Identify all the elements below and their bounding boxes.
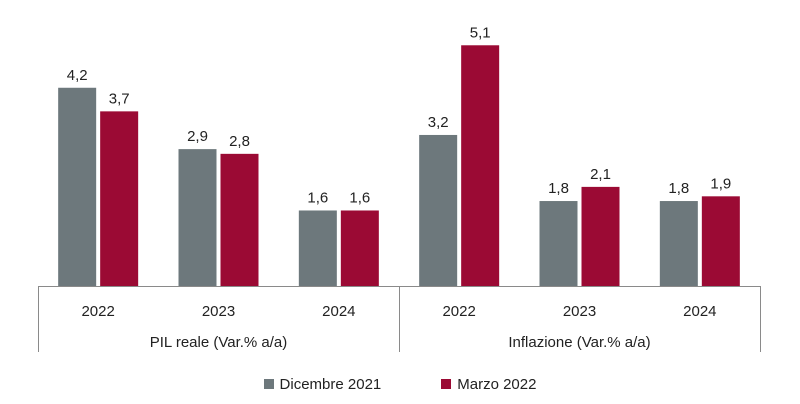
data-label: 2,9 (187, 128, 208, 145)
legend-item-marzo-2022: Marzo 2022 (441, 376, 536, 393)
bars-layer (58, 45, 740, 286)
data-label: 1,6 (349, 189, 370, 206)
bar-dicembre-2021-inflazione-2022 (419, 134, 458, 286)
legend-item-dicembre-2021: Dicembre 2021 (263, 375, 382, 393)
data-label: 1,8 (668, 180, 689, 197)
bar-marzo-2022-inflazione-2024 (701, 196, 740, 286)
bar-dicembre-2021-inflazione-2023 (539, 201, 578, 286)
data-label: 2,8 (229, 133, 250, 150)
bar-marzo-2022-inflazione-2022 (461, 45, 500, 286)
x-tick-label: 2024 (322, 303, 355, 320)
category-axis: 2022 2023 2024 PIL reale (Var.% a/a) 2022 202… (38, 286, 761, 352)
data-labels-layer: 4,2 3,7 2,9 2,8 1,6 1,6 3,2 5,1 1,8 2,1 1,8 1,9 (67, 24, 732, 206)
legend-label-dicembre-2021: Dicembre 2021 (279, 375, 382, 393)
bar-chart: 4,2 3,7 2,9 2,8 1,6 1,6 3,2 5,1 1,8 2,1 1,8 1,9 202… (38, 24, 761, 352)
bar-marzo-2022-pil-2023 (220, 153, 259, 286)
x-tick-label: 2022 (442, 303, 475, 320)
x-tick-label: 2023 (563, 303, 596, 320)
data-label: 5,1 (470, 24, 491, 41)
legend-swatch-dicembre-2021 (263, 379, 274, 389)
x-tick-label: 2024 (683, 303, 716, 320)
legend-label-marzo-2022: Marzo 2022 (457, 375, 537, 393)
bar-marzo-2022-pil-2022 (100, 111, 139, 286)
bar-dicembre-2021-pil-2022 (58, 87, 97, 286)
bar-marzo-2022-pil-2024 (340, 210, 379, 286)
data-label: 3,7 (109, 90, 130, 107)
data-label: 3,2 (428, 114, 449, 131)
data-label: 1,9 (710, 175, 731, 192)
group-label: Inflazione (Var.% a/a) (508, 334, 650, 351)
bar-marzo-2022-inflazione-2023 (581, 186, 620, 286)
data-label: 1,8 (548, 180, 569, 197)
data-label: 2,1 (590, 166, 611, 183)
bar-dicembre-2021-pil-2023 (178, 149, 217, 286)
data-label: 1,6 (307, 189, 328, 206)
group-label: PIL reale (Var.% a/a) (150, 334, 288, 351)
bar-dicembre-2021-pil-2024 (298, 210, 337, 286)
legend-swatch-marzo-2022 (441, 379, 452, 389)
bar-dicembre-2021-inflazione-2024 (659, 201, 698, 286)
data-label: 4,2 (67, 67, 88, 84)
legend: Dicembre 2021 Marzo 2022 (0, 372, 800, 396)
x-tick-label: 2022 (81, 303, 114, 320)
x-tick-label: 2023 (202, 303, 235, 320)
